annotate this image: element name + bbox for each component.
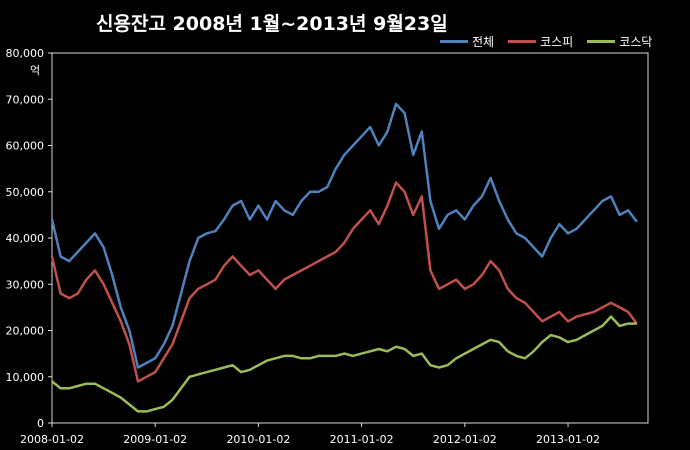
legend-item-kosdaq: 코스닥 [587,33,652,49]
legend-label-kospi: 코스피 [540,34,574,49]
series-line-kosdaq [51,315,637,413]
legend-label-kosdaq: 코스닥 [619,34,653,49]
y-tick-label: 50,000 [6,186,45,199]
series-line-kospi [50,181,638,383]
legend-swatch-kosdaq [587,39,616,43]
x-tick-label: 2008-01-02 [20,433,84,446]
legend: 전체 코스피 코스닥 [440,33,652,49]
x-tick-label: 2010-01-02 [226,433,290,446]
y-axis: 0 10,000 20,000 30,000 40,000 50,000 60,000 70,… [6,47,52,430]
x-tick-label: 2011-01-02 [330,433,394,446]
x-axis: 2008-01-02 2009-01-02 2010-01-02 2011-01-02… [20,423,600,446]
legend-swatch-kospi [508,39,537,43]
series-lines [50,102,638,413]
y-tick-label: 0 [37,417,44,430]
y-unit-label: 억 [30,64,41,77]
y-tick-label: 80,000 [6,47,45,60]
y-tick-label: 30,000 [6,278,45,291]
x-tick-label: 2009-01-02 [123,433,187,446]
y-tick-label: 20,000 [6,325,45,338]
y-tick-label: 40,000 [6,232,45,245]
y-tick-label: 60,000 [6,140,45,153]
y-tick-label: 70,000 [6,93,45,106]
series-line-total [50,102,638,369]
legend-item-total: 전체 [440,33,494,49]
y-tick-label: 10,000 [6,371,45,384]
chart-title: 신용잔고 2008년 1월~2013년 9월23일 [96,13,448,35]
x-tick-label: 2013-01-02 [536,433,600,446]
x-tick-label: 2012-01-02 [433,433,497,446]
legend-swatch-total [440,39,468,43]
legend-label-total: 전체 [472,34,495,49]
plot-area [51,52,649,424]
legend-item-kospi: 코스피 [508,33,573,49]
